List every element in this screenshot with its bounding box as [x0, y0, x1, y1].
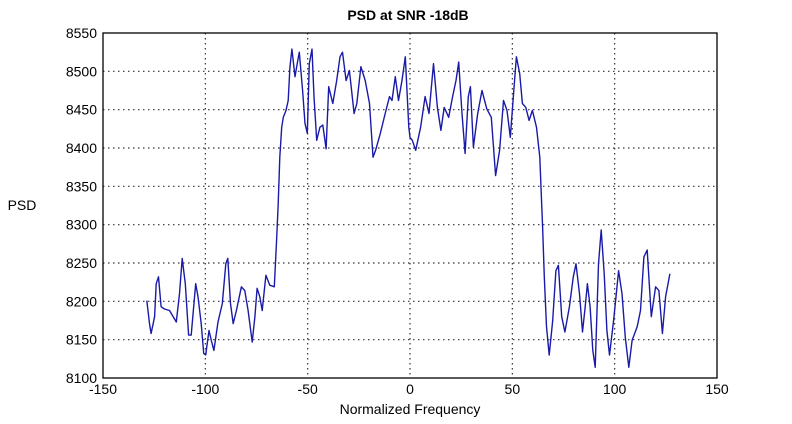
y-tick-label: 8300 — [66, 217, 97, 233]
x-tick-label: 0 — [406, 381, 414, 397]
x-tick-label: 50 — [505, 381, 521, 397]
y-tick-label: 8550 — [66, 25, 97, 41]
y-tick-label: 8250 — [66, 255, 97, 271]
x-tick-label: -50 — [298, 381, 318, 397]
x-tick-label: -150 — [89, 381, 117, 397]
y-tick-label: 8400 — [66, 140, 97, 156]
x-axis-label: Normalized Frequency — [340, 401, 481, 417]
x-tick-label: 150 — [705, 381, 729, 397]
tick-labels: -150 -100 -50 0 50 100 150 8100 8150 8200 8250 8300… — [66, 25, 729, 397]
psd-series-line — [146, 48, 671, 368]
y-tick-label: 8200 — [66, 293, 97, 309]
y-tick-label: 8350 — [66, 178, 97, 194]
x-tick-label: 100 — [603, 381, 627, 397]
y-tick-label: 8500 — [66, 63, 97, 79]
y-tick-label: 8450 — [66, 102, 97, 118]
y-tick-label: 8150 — [66, 332, 97, 348]
chart-title: PSD at SNR -18dB — [347, 7, 468, 23]
y-axis-label: PSD — [8, 197, 37, 213]
y-tick-label: 8100 — [66, 370, 97, 386]
x-tick-label: -100 — [191, 381, 219, 397]
plot-frame — [102, 32, 718, 379]
